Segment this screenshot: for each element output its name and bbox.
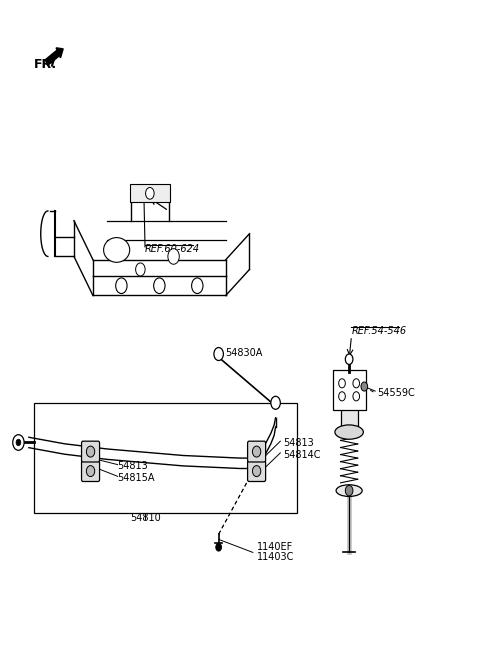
FancyBboxPatch shape: [333, 370, 366, 410]
Text: FR.: FR.: [34, 58, 57, 71]
Ellipse shape: [86, 466, 95, 477]
Text: 54830A: 54830A: [225, 348, 262, 358]
FancyBboxPatch shape: [248, 461, 265, 482]
Ellipse shape: [252, 446, 261, 457]
Text: 54814C: 54814C: [283, 450, 320, 460]
Circle shape: [345, 354, 353, 365]
Circle shape: [154, 278, 165, 293]
FancyBboxPatch shape: [82, 461, 99, 482]
Text: 54813: 54813: [118, 461, 148, 471]
Circle shape: [339, 392, 345, 401]
Circle shape: [353, 392, 360, 401]
Ellipse shape: [104, 237, 130, 262]
Circle shape: [271, 396, 280, 409]
Circle shape: [145, 188, 154, 199]
FancyBboxPatch shape: [130, 184, 170, 203]
Circle shape: [216, 543, 221, 551]
Text: REF.60-624: REF.60-624: [145, 243, 200, 254]
Circle shape: [353, 379, 360, 388]
Circle shape: [136, 263, 145, 276]
Text: 54559C: 54559C: [378, 388, 415, 398]
Circle shape: [168, 249, 179, 264]
Circle shape: [192, 278, 203, 293]
Circle shape: [339, 379, 345, 388]
Text: REF.54-546: REF.54-546: [351, 326, 407, 337]
Circle shape: [361, 382, 368, 391]
Ellipse shape: [252, 466, 261, 477]
Text: 54813: 54813: [283, 438, 313, 448]
FancyBboxPatch shape: [82, 441, 99, 462]
Circle shape: [345, 485, 353, 496]
Circle shape: [116, 278, 127, 293]
Text: 54815A: 54815A: [118, 472, 155, 483]
Bar: [34, 403, 297, 514]
Text: 54810: 54810: [130, 513, 160, 523]
Circle shape: [13, 435, 24, 450]
FancyArrow shape: [45, 48, 63, 66]
FancyBboxPatch shape: [248, 441, 265, 462]
FancyBboxPatch shape: [341, 406, 358, 432]
Ellipse shape: [335, 425, 363, 440]
Circle shape: [214, 348, 223, 361]
Ellipse shape: [86, 446, 95, 457]
Ellipse shape: [336, 485, 362, 497]
Text: 11403C: 11403C: [257, 552, 294, 562]
Text: 1140EF: 1140EF: [257, 543, 293, 552]
Circle shape: [16, 440, 21, 445]
